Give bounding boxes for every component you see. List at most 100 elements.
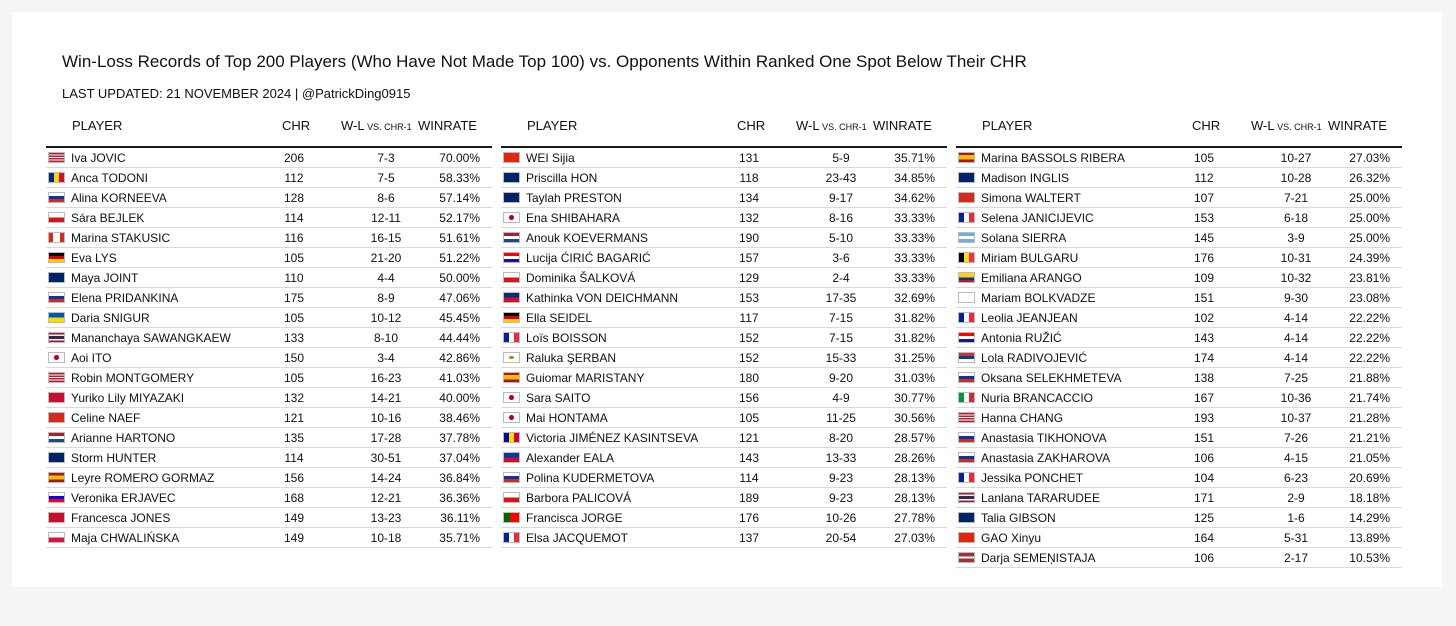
chr-value: 135: [283, 431, 305, 445]
flag-icon: [958, 312, 975, 323]
chr-value: 193: [1193, 411, 1215, 425]
winrate-value: 27.03%: [894, 531, 935, 545]
chr-value: 152: [738, 331, 760, 345]
table-row: Mananchaya SAWANGKAEW 133 8-10 44.44%: [46, 328, 492, 348]
table-column-3: PLAYER CHR W-L VS. CHR-1 WINRATE Marina BASS…: [956, 112, 1402, 568]
chr-value: 105: [283, 251, 305, 265]
chr-value: 104: [1193, 471, 1215, 485]
win-loss-value: 8-10: [373, 331, 399, 345]
header-wl: W-L VS. CHR-1: [796, 118, 867, 133]
flag-icon: [958, 272, 975, 283]
winrate-value: 21.88%: [1349, 371, 1390, 385]
chart-card: Win-Loss Records of Top 200 Players (Who…: [12, 12, 1442, 587]
win-loss-value: 12-21: [370, 491, 402, 505]
win-loss-value: 10-18: [370, 531, 402, 545]
chr-value: 149: [283, 511, 305, 525]
chr-value: 156: [738, 391, 760, 405]
player-name: Eva LYS: [71, 251, 117, 265]
chr-value: 149: [283, 531, 305, 545]
player-name: Anastasia TIKHONOVA: [981, 431, 1107, 445]
win-loss-value: 30-51: [370, 451, 402, 465]
table-row: Eva LYS 105 21-20 51.22%: [46, 248, 492, 268]
table-row: Daria SNIGUR 105 10-12 45.45%: [46, 308, 492, 328]
flag-icon: [48, 512, 65, 523]
flag-icon: [48, 172, 65, 183]
chr-value: 157: [738, 251, 760, 265]
table-row: Hanna CHANG 193 10-37 21.28%: [956, 408, 1402, 428]
win-loss-value: 7-3: [377, 151, 395, 165]
table-row: Kathinka VON DEICHMANN 153 17-35 32.69%: [501, 288, 947, 308]
chr-value: 138: [1193, 371, 1215, 385]
chr-value: 107: [1193, 191, 1215, 205]
chart-title: Win-Loss Records of Top 200 Players (Who…: [62, 52, 1027, 71]
chr-value: 156: [283, 471, 305, 485]
player-name: Yuriko Lily MIYAZAKI: [71, 391, 185, 405]
player-name: Anouk KOEVERMANS: [526, 231, 649, 245]
chr-value: 105: [738, 411, 760, 425]
table-row: Francisca JORGE 176 10-26 27.78%: [501, 508, 947, 528]
table-row: Yuriko Lily MIYAZAKI 132 14-21 40.00%: [46, 388, 492, 408]
chr-value: 189: [738, 491, 760, 505]
winrate-value: 31.03%: [894, 371, 935, 385]
win-loss-value: 4-14: [1283, 351, 1309, 365]
table-row: Lucija ĆIRIĆ BAGARIĆ 157 3-6 33.33%: [501, 248, 947, 268]
flag-icon: [958, 372, 975, 383]
player-name: Robin MONTGOMERY: [71, 371, 195, 385]
table-row: Dominika ŠALKOVÁ 129 2-4 33.33%: [501, 268, 947, 288]
table-row: Loïs BOISSON 152 7-15 31.82%: [501, 328, 947, 348]
player-name: Victoria JIMÉNEZ KASINTSEVA: [526, 431, 699, 445]
win-loss-value: 5-9: [832, 151, 850, 165]
flag-icon: [503, 232, 520, 243]
winrate-value: 10.53%: [1349, 551, 1390, 565]
chr-value: 112: [284, 171, 304, 185]
win-loss-value: 2-4: [832, 271, 850, 285]
flag-icon: [503, 492, 520, 503]
win-loss-value: 10-32: [1280, 271, 1312, 285]
win-loss-value: 6-23: [1283, 471, 1309, 485]
win-loss-value: 16-23: [370, 371, 402, 385]
winrate-value: 41.03%: [439, 371, 480, 385]
win-loss-value: 6-18: [1283, 211, 1309, 225]
chr-value: 109: [1193, 271, 1215, 285]
header-winrate: WINRATE: [1328, 118, 1387, 133]
win-loss-value: 3-6: [832, 251, 850, 265]
win-loss-value: 2-9: [1287, 491, 1305, 505]
table-row: Francesca JONES 149 13-23 36.11%: [46, 508, 492, 528]
win-loss-value: 7-5: [377, 171, 395, 185]
winrate-value: 36.36%: [439, 491, 480, 505]
flag-icon: [503, 532, 520, 543]
winrate-value: 35.71%: [439, 531, 480, 545]
winrate-value: 28.57%: [894, 431, 935, 445]
chr-value: 125: [1193, 511, 1215, 525]
table-column-2: PLAYER CHR W-L VS. CHR-1 WINRATE WEI Sijia 13…: [501, 112, 947, 548]
player-name: Marina BASSOLS RIBERA: [981, 151, 1126, 165]
header-wl-main: W-L: [796, 118, 820, 133]
chr-value: 132: [738, 211, 760, 225]
flag-icon: [503, 412, 520, 423]
chr-value: 106: [1193, 451, 1215, 465]
flag-icon: [958, 492, 975, 503]
win-loss-value: 7-26: [1283, 431, 1309, 445]
chr-value: 167: [1193, 391, 1215, 405]
table-row: Leyre ROMERO GORMAZ 156 14-24 36.84%: [46, 468, 492, 488]
winrate-value: 40.00%: [439, 391, 480, 405]
table-row: Lanlana TARARUDEE 171 2-9 18.18%: [956, 488, 1402, 508]
table-row: Robin MONTGOMERY 105 16-23 41.03%: [46, 368, 492, 388]
player-name: Guiomar MARISTANY: [526, 371, 645, 385]
player-name: Taylah PRESTON: [526, 191, 622, 205]
table-row: Darja SEMEŅISTAJA 106 2-17 10.53%: [956, 548, 1402, 568]
table-row: Marina STAKUSIC 116 16-15 51.61%: [46, 228, 492, 248]
player-name: Jessika PONCHET: [981, 471, 1084, 485]
chr-value: 118: [739, 171, 759, 185]
winrate-value: 36.11%: [440, 511, 480, 525]
player-name: Lucija ĆIRIĆ BAGARIĆ: [526, 251, 651, 265]
winrate-value: 25.00%: [1349, 191, 1390, 205]
flag-icon: [48, 312, 65, 323]
win-loss-value: 7-15: [828, 331, 854, 345]
win-loss-value: 11-25: [826, 411, 856, 425]
player-name: WEI Sijia: [526, 151, 575, 165]
win-loss-value: 15-33: [825, 351, 857, 365]
flag-icon: [48, 452, 65, 463]
player-name: Ella SEIDEL: [526, 311, 593, 325]
win-loss-value: 10-12: [370, 311, 402, 325]
